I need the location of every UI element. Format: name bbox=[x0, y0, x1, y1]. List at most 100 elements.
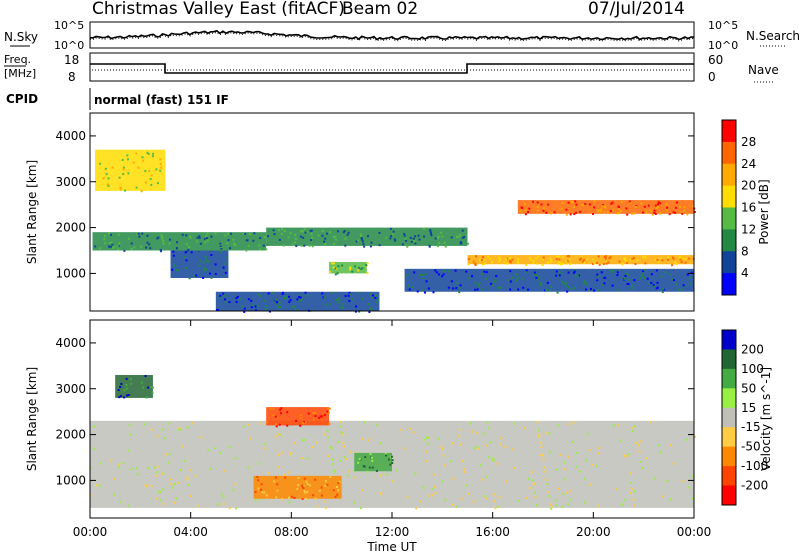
echo-speckle bbox=[247, 298, 250, 301]
echo-speckle bbox=[639, 277, 642, 280]
echo-speckle bbox=[608, 257, 611, 260]
echo-speckle bbox=[344, 294, 347, 297]
echo-speckle bbox=[360, 237, 363, 240]
echo-speckle bbox=[358, 266, 361, 269]
echo-speckle bbox=[280, 412, 283, 415]
echo-speckle bbox=[572, 421, 575, 424]
nave-tick-top: 60 bbox=[708, 53, 723, 67]
echo-speckle bbox=[188, 469, 191, 472]
echo-speckle bbox=[322, 296, 325, 299]
colorbar-segment bbox=[722, 185, 736, 208]
colorbar-frame bbox=[721, 329, 737, 506]
echo-speckle bbox=[178, 428, 181, 431]
echo-speckle bbox=[103, 234, 106, 237]
echo-speckle bbox=[680, 288, 683, 291]
echo-speckle bbox=[354, 265, 357, 268]
time-xlabel: Time UT bbox=[366, 540, 417, 554]
echo-speckle bbox=[664, 271, 667, 274]
echo-speckle bbox=[259, 237, 262, 240]
echo-speckle bbox=[574, 200, 577, 203]
echo-speckle bbox=[545, 478, 548, 481]
echo-speckle bbox=[275, 298, 278, 301]
echo-speckle bbox=[327, 436, 330, 439]
echo-speckle bbox=[253, 232, 256, 235]
echo-speckle bbox=[296, 487, 299, 490]
echo-speckle bbox=[556, 262, 559, 265]
echo-speckle bbox=[312, 494, 315, 497]
echo-speckle bbox=[298, 294, 301, 297]
echo-speckle bbox=[168, 242, 171, 245]
echo-speckle bbox=[458, 286, 461, 289]
echo-speckle bbox=[265, 305, 268, 308]
echo-speckle bbox=[359, 233, 362, 236]
echo-speckle bbox=[213, 447, 216, 450]
echo-speckle bbox=[390, 235, 393, 238]
echo-speckle bbox=[222, 469, 225, 472]
echo-speckle bbox=[156, 471, 159, 474]
echo-speckle bbox=[572, 271, 575, 274]
echo-speckle bbox=[90, 494, 93, 497]
echo-speckle bbox=[610, 270, 613, 273]
echo-speckle bbox=[631, 426, 634, 429]
echo-speckle bbox=[118, 242, 121, 245]
echo-speckle bbox=[566, 290, 569, 293]
echo-speckle bbox=[560, 273, 563, 276]
echo-region bbox=[404, 268, 694, 292]
echo-speckle bbox=[528, 486, 531, 489]
echo-speckle bbox=[255, 309, 258, 312]
echo-speckle bbox=[550, 506, 553, 509]
echo-speckle bbox=[403, 232, 406, 235]
colorbar-tick-label: 20 bbox=[741, 179, 756, 193]
echo-speckle bbox=[305, 230, 308, 233]
echo-speckle bbox=[335, 267, 338, 270]
echo-speckle bbox=[553, 211, 556, 214]
echo-speckle bbox=[428, 245, 431, 248]
echo-speckle bbox=[249, 437, 252, 440]
echo-speckle bbox=[492, 457, 495, 460]
echo-speckle bbox=[508, 257, 511, 260]
echo-speckle bbox=[487, 426, 490, 429]
echo-speckle bbox=[325, 232, 328, 235]
echo-speckle bbox=[282, 244, 285, 247]
echo-speckle bbox=[600, 208, 603, 211]
echo-speckle bbox=[311, 236, 314, 239]
echo-speckle bbox=[625, 272, 628, 275]
echo-speckle bbox=[264, 443, 267, 446]
echo-speckle bbox=[657, 206, 660, 209]
echo-speckle bbox=[112, 246, 115, 249]
echo-speckle bbox=[185, 234, 188, 237]
noise-tick-bottom: 10^0 bbox=[54, 39, 84, 52]
echo-speckle bbox=[257, 479, 260, 482]
echo-speckle bbox=[419, 273, 422, 276]
echo-speckle bbox=[593, 261, 596, 264]
echo-speckle bbox=[389, 463, 392, 466]
y-tick-label: 4000 bbox=[55, 129, 86, 143]
echo-speckle bbox=[132, 161, 135, 164]
echo-speckle bbox=[297, 484, 300, 487]
echo-speckle bbox=[478, 284, 481, 287]
echo-speckle bbox=[146, 467, 149, 470]
colorbar-tick-label: 50 bbox=[741, 381, 756, 395]
echo-speckle bbox=[672, 462, 675, 465]
echo-speckle bbox=[655, 269, 658, 272]
echo-speckle bbox=[136, 473, 139, 476]
x-tick-label: 12:00 bbox=[375, 525, 410, 539]
echo-speckle bbox=[311, 446, 314, 449]
echo-speckle bbox=[525, 496, 528, 499]
colorbar-segment bbox=[722, 229, 736, 252]
echo-speckle bbox=[678, 257, 681, 260]
echo-speckle bbox=[625, 207, 628, 210]
echo-speckle bbox=[585, 282, 588, 285]
colorbar-tick-label: 200 bbox=[741, 342, 764, 356]
mhz-label: [MHz] bbox=[4, 67, 36, 80]
echo-speckle bbox=[254, 305, 257, 308]
echo-speckle bbox=[252, 304, 255, 307]
echo-speckle bbox=[279, 408, 282, 411]
echo-speckle bbox=[604, 255, 607, 258]
echo-speckle bbox=[665, 209, 668, 212]
echo-speckle bbox=[370, 241, 373, 244]
echo-speckle bbox=[278, 423, 281, 426]
echo-speckle bbox=[159, 248, 162, 251]
echo-speckle bbox=[370, 296, 373, 299]
noise-panel: N.Sky N.Search 10^5 10^0 10^5 10^0 bbox=[4, 19, 800, 52]
